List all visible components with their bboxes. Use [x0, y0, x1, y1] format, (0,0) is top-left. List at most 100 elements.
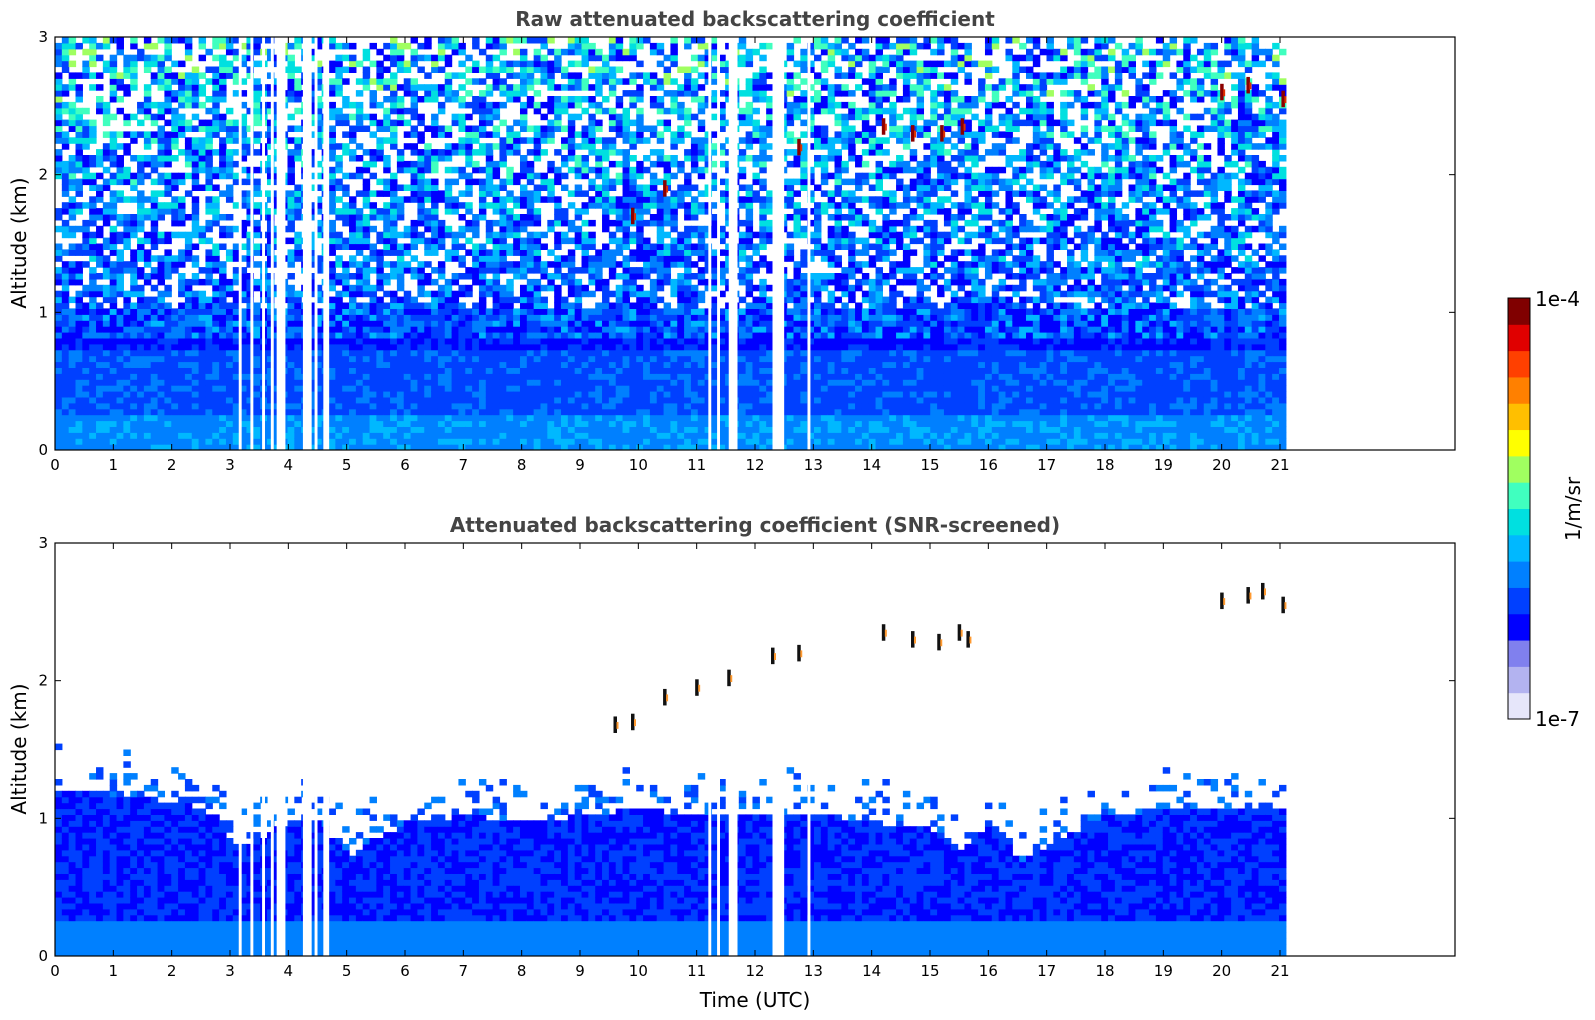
heatmap-cell [96, 172, 104, 180]
heatmap-cell [390, 320, 398, 327]
heatmap-cell [499, 237, 507, 245]
heatmap-cell [485, 278, 494, 286]
heatmap-cell [219, 278, 227, 286]
heatmap-cell [232, 402, 241, 410]
heatmap-cell [362, 278, 371, 286]
heatmap-cell [519, 391, 528, 398]
heatmap-cell [376, 284, 384, 292]
heatmap-cell [130, 302, 138, 309]
heatmap-cell [424, 308, 432, 315]
heatmap-cell [472, 178, 480, 186]
heatmap-cell [554, 367, 562, 374]
heatmap-cell [205, 249, 213, 256]
heatmap-cell [656, 48, 665, 56]
heatmap-cell [109, 225, 118, 233]
heatmap-cell [308, 172, 316, 180]
heatmap-cell [109, 367, 118, 374]
heatmap-cell [164, 137, 172, 144]
heatmap-cell [622, 261, 630, 268]
heatmap-cell [178, 78, 186, 85]
heatmap-cell [424, 343, 432, 351]
heatmap-cell [622, 408, 630, 416]
heatmap-cell [526, 349, 535, 357]
heatmap-cell [410, 237, 419, 245]
heatmap-cell [376, 278, 384, 286]
heatmap-cell [567, 261, 576, 268]
heatmap-cell [198, 337, 207, 345]
heatmap-cell [137, 54, 145, 62]
heatmap-cell [410, 320, 419, 327]
heatmap-cell [75, 326, 83, 333]
heatmap-cell [294, 326, 302, 333]
heatmap-cell [355, 408, 364, 416]
heatmap-cell [643, 367, 651, 374]
heatmap-cell [116, 326, 124, 333]
heatmap-cell [68, 225, 77, 233]
heatmap-cell [328, 178, 336, 186]
heatmap-cell [164, 42, 172, 50]
heatmap-cell [61, 119, 70, 127]
heatmap-cell [396, 107, 405, 115]
heatmap-cell [287, 237, 295, 245]
heatmap-cell [130, 373, 138, 380]
heatmap-cell [540, 131, 548, 138]
heatmap-cell [294, 361, 302, 368]
heatmap-cell [123, 314, 131, 321]
heatmap-cell [225, 349, 234, 357]
heatmap-cell [567, 278, 576, 286]
heatmap-cell [55, 42, 63, 50]
heatmap-cell [492, 219, 501, 227]
heatmap-cell [513, 149, 521, 156]
heatmap-cell [157, 391, 166, 398]
heatmap-cell [239, 202, 248, 209]
heatmap-cell [212, 219, 220, 227]
heatmap-cell [294, 107, 302, 115]
heatmap-cell [157, 60, 166, 68]
heatmap-cell [212, 278, 220, 286]
heatmap-cell [143, 402, 152, 410]
heatmap-cell [561, 332, 569, 339]
heatmap-cell [239, 273, 248, 280]
heatmap-cell [581, 320, 589, 327]
heatmap-cell [622, 426, 630, 433]
heatmap-cell [608, 125, 617, 132]
heatmap-cell [198, 355, 207, 363]
heatmap-cell [431, 184, 439, 191]
heatmap-cell [663, 302, 672, 309]
heatmap-cell [89, 391, 97, 398]
heatmap-cell [294, 78, 302, 85]
heatmap-cell [417, 432, 425, 439]
heatmap-cell [219, 90, 227, 97]
heatmap-cell [492, 143, 501, 150]
heatmap-cell [143, 261, 152, 268]
heatmap-cell [109, 131, 118, 138]
heatmap-cell [649, 149, 658, 156]
heatmap-cell [670, 355, 678, 363]
heatmap-cell [622, 107, 630, 115]
heatmap-cell [328, 42, 336, 50]
heatmap-cell [157, 343, 166, 351]
heatmap-cell [663, 444, 672, 450]
heatmap-cell [615, 343, 624, 351]
heatmap-cell [431, 426, 439, 433]
heatmap-cell [383, 396, 391, 404]
heatmap-cell [615, 261, 624, 268]
heatmap-cell [656, 96, 665, 103]
heatmap-cell [205, 337, 213, 345]
heatmap-cell [55, 54, 63, 62]
heatmap-cell [670, 396, 678, 404]
heatmap-cell [499, 78, 507, 85]
heatmap-cell [225, 396, 234, 404]
heatmap-cell [191, 343, 200, 351]
heatmap-cell [526, 320, 535, 327]
heatmap-cell [335, 208, 343, 215]
heatmap-cell [444, 355, 453, 363]
heatmap-cell [533, 402, 542, 410]
heatmap-cell [75, 278, 83, 286]
heatmap-cell [472, 444, 480, 450]
heatmap-cell [198, 278, 207, 286]
heatmap-cell [376, 267, 384, 274]
heatmap-cell [478, 332, 487, 339]
heatmap-cell [61, 131, 70, 138]
heatmap-cell [513, 438, 521, 445]
